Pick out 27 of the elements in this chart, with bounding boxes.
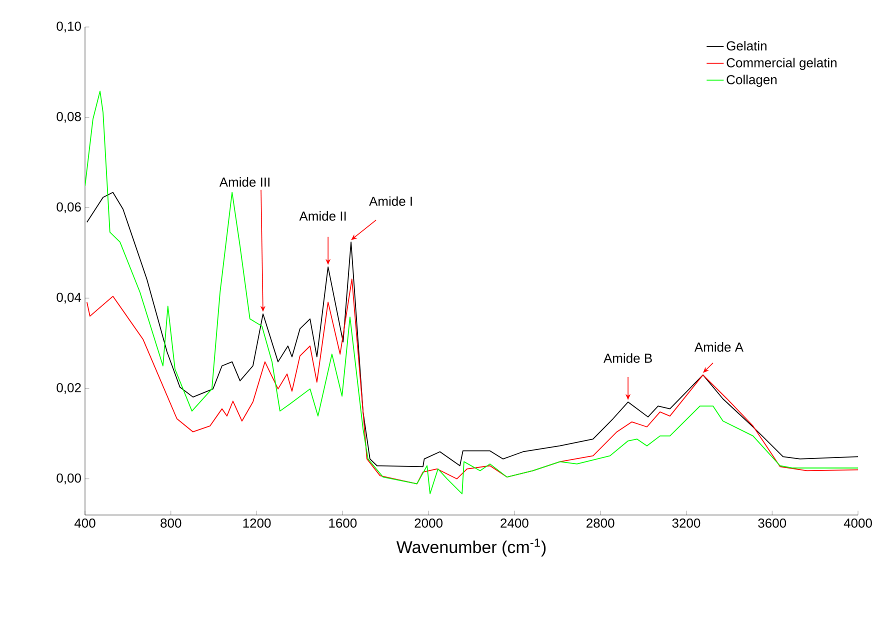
legend-label: Gelatin <box>726 40 766 50</box>
line-series <box>85 90 858 494</box>
annotation: Amide III <box>219 177 270 187</box>
x-tick-label: 2000 <box>414 518 443 528</box>
y-tick-label: 0,04 <box>56 292 82 304</box>
y-tick-label: 0,00 <box>56 473 81 484</box>
y-tick-label: 0,06 <box>56 202 81 214</box>
x-axis-title: Wavenumber (cm$^{-1}$) <box>396 538 546 557</box>
x-tick-label: 400 <box>74 518 96 528</box>
annotation: Amide B <box>604 353 652 363</box>
x-tick-label: 3200 <box>672 518 700 528</box>
annotation: Amide II <box>299 211 346 221</box>
x-tick-label: 2400 <box>500 518 528 528</box>
x-tick-label: 1600 <box>329 518 357 528</box>
y-tick-label: 0,02 <box>56 383 81 394</box>
legend-label: Collagen <box>726 74 777 87</box>
annotation: Amide A <box>694 342 744 352</box>
y-tick-label: 0,08 <box>56 112 81 123</box>
x-tick-label: 800 <box>160 518 182 528</box>
legend-label: Commercial gelatin <box>726 58 836 70</box>
x-tick-label: 1200 <box>243 518 271 528</box>
x-tick-label: 4000 <box>844 518 872 528</box>
y-tick-label: 0,10 <box>56 22 81 32</box>
x-tick-label: 2800 <box>586 518 614 528</box>
line-series <box>86 278 858 484</box>
annotation: Amide I <box>369 196 412 206</box>
x-tick-label: 3600 <box>758 518 786 528</box>
